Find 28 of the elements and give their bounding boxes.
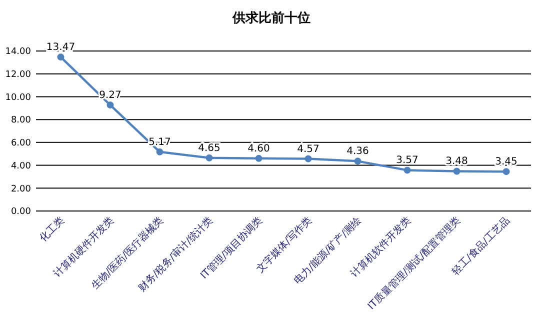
y-tick-label: 2.00: [10, 184, 32, 194]
point: [304, 155, 312, 162]
y-tick-label: 12.00: [5, 70, 32, 80]
y-tick-label: 8.00: [10, 116, 32, 126]
y-tick-label: 0.00: [10, 207, 32, 218]
point: [255, 154, 262, 162]
y-tick-label: 14.00: [5, 47, 32, 58]
x-tick-label: 化工类: [37, 214, 67, 244]
text: 3.57: [396, 155, 418, 166]
y-tick-label: 6.00: [10, 138, 32, 149]
point: [502, 168, 510, 176]
y-tick-label: 4.00: [10, 161, 32, 172]
point: [404, 166, 411, 174]
text: 3.48: [446, 156, 468, 168]
point: [106, 102, 114, 109]
text: 13.47: [46, 42, 76, 54]
text: 4.60: [248, 143, 270, 154]
point: [57, 54, 64, 61]
point: [156, 148, 164, 156]
point: [354, 158, 362, 165]
text: 4.36: [346, 146, 369, 158]
text: 3.45: [495, 156, 518, 168]
text: 4.57: [297, 144, 320, 155]
point: [453, 168, 460, 175]
chart-title: 供求比前十位: [232, 10, 310, 26]
point: [206, 154, 213, 162]
text: 4.65: [198, 142, 220, 154]
y-tick-label: 10.00: [5, 92, 32, 103]
